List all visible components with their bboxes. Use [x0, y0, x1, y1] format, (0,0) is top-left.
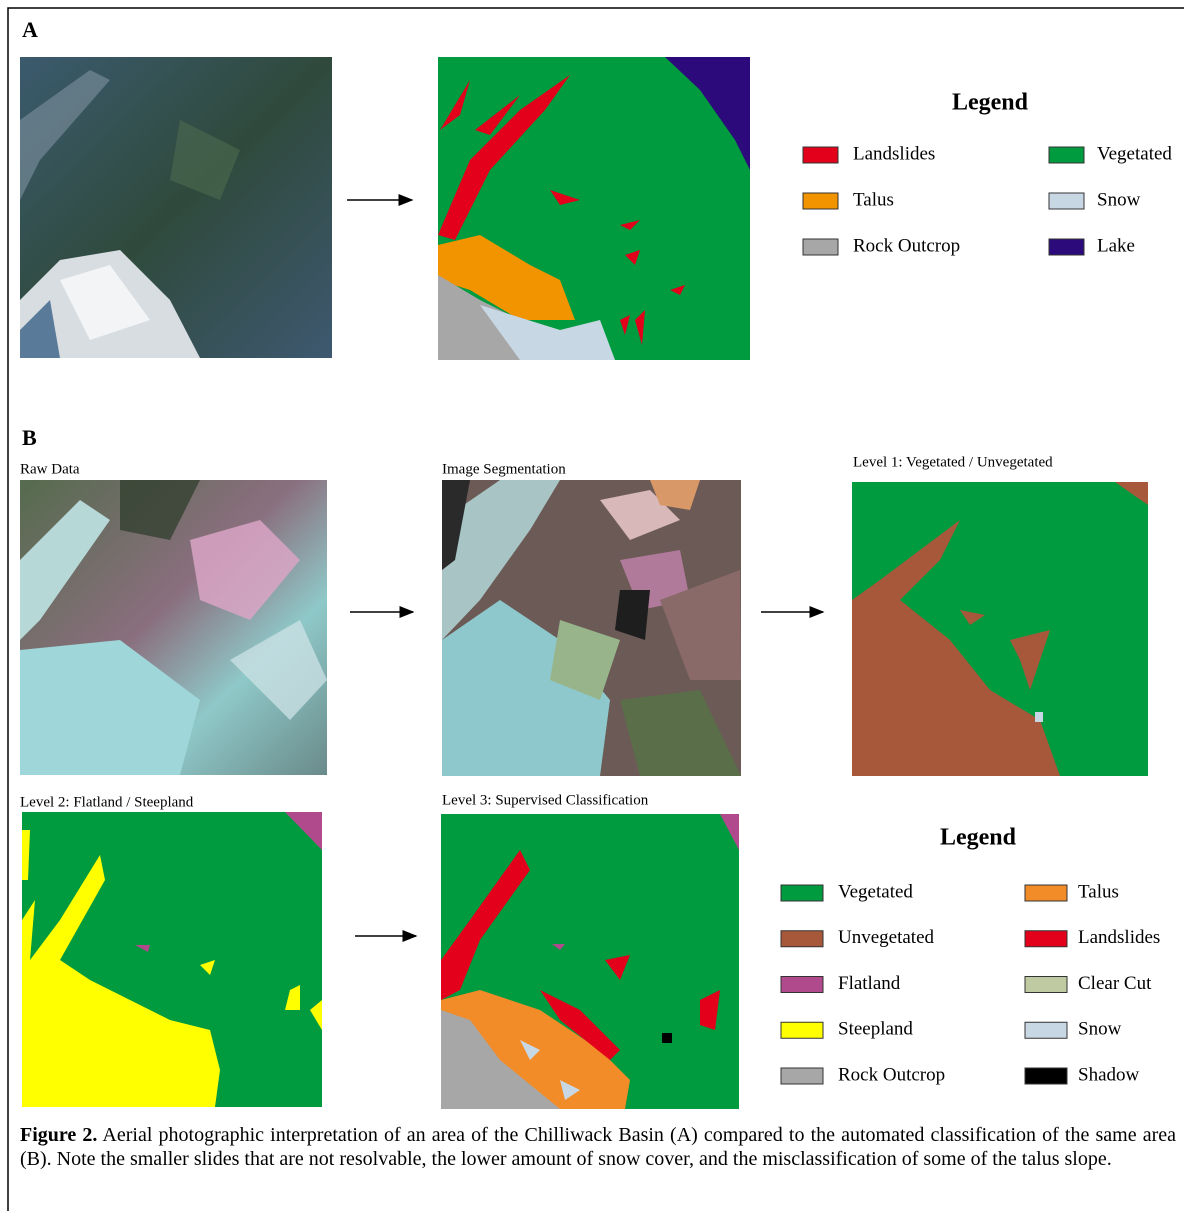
legend-swatch	[803, 239, 838, 255]
legend-swatch	[781, 977, 823, 993]
legend-label: Vegetated	[838, 881, 913, 902]
image-title: Raw Data	[20, 461, 80, 477]
legend-swatch	[781, 1022, 823, 1038]
legend-label: Talus	[853, 189, 894, 210]
legend-swatch	[1025, 1068, 1067, 1084]
raw-data-image	[20, 480, 327, 775]
panel-label: B	[22, 425, 37, 450]
legend-swatch	[781, 931, 823, 947]
image-title: Level 2: Flatland / Steepland	[20, 794, 194, 810]
legend-label: Shadow	[1078, 1064, 1140, 1085]
legend-label: Rock Outcrop	[853, 235, 960, 256]
legend-label: Talus	[1078, 881, 1119, 902]
legend: Landslides Talus Rock Outcrop Vegetated Snow…	[803, 143, 1172, 256]
legend-label: Snow	[1078, 1019, 1122, 1040]
legend-swatch	[1049, 193, 1084, 209]
legend-label: Rock Outcrop	[838, 1064, 945, 1085]
legend-label: Flatland	[838, 973, 901, 994]
panel-label: A	[22, 17, 38, 42]
image-title: Level 3: Supervised Classification	[442, 792, 649, 808]
legend-swatch	[1049, 239, 1084, 255]
interpretation-map	[438, 57, 750, 360]
legend-label: Snow	[1097, 189, 1141, 210]
legend-label: Unvegetated	[838, 927, 935, 948]
aerial-photo	[20, 57, 332, 358]
legend-title: Legend	[952, 90, 1029, 116]
segmentation-image	[442, 480, 741, 776]
legend-swatch	[1025, 885, 1067, 901]
legend-label: Landslides	[1078, 927, 1160, 948]
image-title: Image Segmentation	[442, 461, 566, 477]
legend-label: Landslides	[853, 143, 935, 164]
legend-swatch	[1025, 931, 1067, 947]
legend-swatch	[781, 885, 823, 901]
caption: Figure 2. Aerial photographic interpreta…	[20, 1124, 1176, 1171]
level-3-map	[441, 814, 739, 1109]
figure: A Legend LandslidesTalusRock OutcropVege…	[0, 0, 1184, 1211]
legend-swatch	[1025, 977, 1067, 993]
image-title: Level 1: Vegetated / Unvegetated	[853, 454, 1053, 470]
level-1-map	[852, 482, 1148, 776]
legend-label: Steepland	[838, 1019, 913, 1040]
legend-swatch	[1049, 147, 1084, 163]
legend-swatch	[803, 193, 838, 209]
caption-label: Figure 2.	[20, 1124, 97, 1146]
legend-title: Legend	[940, 825, 1017, 851]
legend-swatch	[1025, 1022, 1067, 1038]
page: A Legend LandslidesTalusRock OutcropVege…	[0, 0, 1184, 1211]
legend-swatch	[803, 147, 838, 163]
legend: Vegetated Unvegetated Flatland Steepland Roc…	[781, 881, 1160, 1085]
legend-label: Lake	[1097, 235, 1135, 256]
legend-label: Clear Cut	[1078, 973, 1152, 994]
level-2-map	[22, 812, 322, 1107]
caption-text: Aerial photographic interpretation of an…	[20, 1124, 1176, 1170]
legend-label: Vegetated	[1097, 143, 1172, 164]
legend-swatch	[781, 1068, 823, 1084]
